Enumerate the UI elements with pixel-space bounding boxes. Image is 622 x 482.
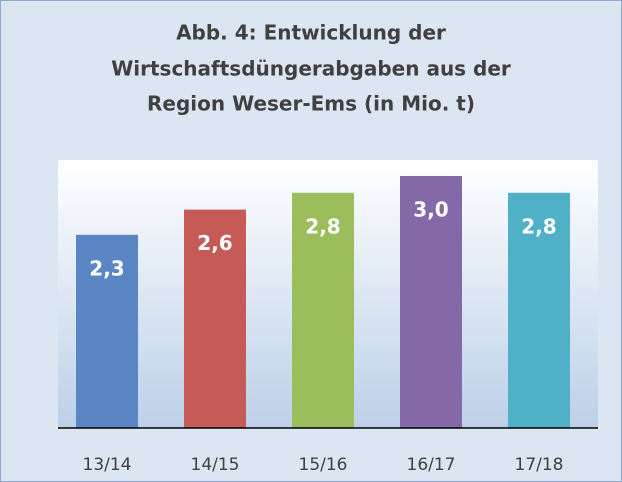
data-label: 2,6 [197, 231, 232, 255]
data-label: 2,8 [521, 214, 556, 238]
x-tick-label: 17/18 [515, 455, 564, 475]
bar [76, 234, 138, 428]
data-label: 2,3 [89, 256, 124, 280]
bar [292, 192, 354, 428]
data-label: 2,8 [305, 214, 340, 238]
chart-title: Region Weser-Ems (in Mio. t) [147, 92, 475, 116]
bar [400, 176, 462, 428]
bar [184, 209, 246, 428]
data-label: 3,0 [413, 198, 448, 222]
chart-title: Wirtschaftsdüngerabgaben aus der [111, 57, 511, 81]
x-tick-label: 16/17 [407, 455, 456, 475]
x-tick-label: 15/16 [299, 455, 348, 475]
x-tick-label: 13/14 [83, 455, 132, 475]
chart-title: Abb. 4: Entwicklung der [176, 21, 446, 45]
bar [508, 192, 570, 428]
x-tick-label: 14/15 [191, 455, 240, 475]
